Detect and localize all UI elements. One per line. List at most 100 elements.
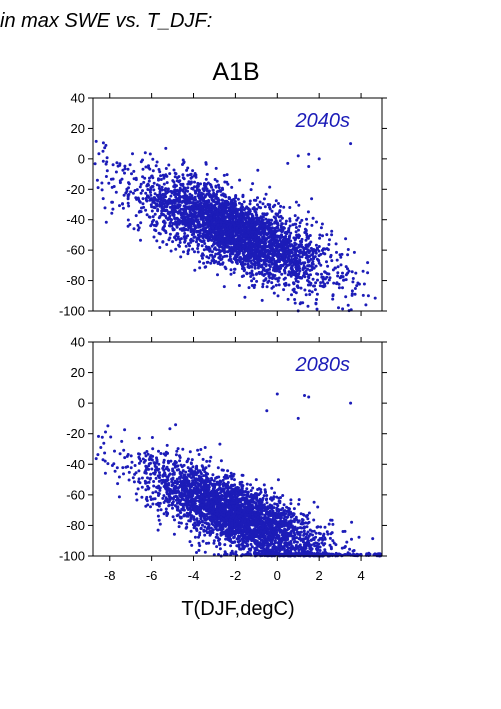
scatter-point [314,281,318,285]
scatter-point [330,229,334,233]
scatter-point [159,193,163,197]
scatter-point [163,221,167,225]
scatter-point [155,160,159,164]
scatter-point [276,294,280,298]
scatter-point [242,229,246,232]
scatter-point [174,247,178,251]
scatter-point [314,243,318,247]
scatter-point [249,259,253,263]
scatter-point [344,237,348,241]
scatter-point [242,262,246,266]
scatter-point [240,261,243,265]
scatter-point [211,188,215,192]
scatter-point [194,226,198,229]
scatter-point [276,239,280,243]
scatter-point [304,251,308,254]
scatter-point [235,259,239,263]
scatter-point [173,188,177,192]
scatter-point [235,213,239,217]
scatter-point [139,221,143,225]
scatter-point [142,205,146,209]
scatter-point [190,175,194,179]
scatter-point [152,235,156,239]
scatter-point [168,172,172,176]
scatter-point [258,200,262,204]
scatter-point [204,177,208,181]
scatter-point [319,226,323,230]
scatter-point [215,213,219,216]
scatter-point [174,453,178,457]
scatter-point [345,540,349,544]
scatter-point [265,237,269,241]
scatter-point [316,278,319,282]
scatter-point [326,281,330,285]
scatter-point [336,274,340,278]
scatter-point [222,285,226,289]
scatter-point [321,278,325,281]
scatter-point [175,232,179,236]
scatter-point [229,223,232,227]
scatter-point [235,222,239,225]
scatter-point [222,207,226,211]
scatter-point [201,539,205,543]
scatter-point [349,142,353,146]
scatter-point [223,232,227,236]
scatter-point [212,229,216,233]
scatter-point [254,255,258,259]
scatter-point [306,275,310,279]
scatter-point [216,197,220,200]
scatter-point [311,265,314,269]
scatter-point [198,212,201,216]
scatter-point [240,207,243,211]
scatter-point [206,220,210,224]
scatter-point [351,277,355,280]
scatter-point [188,211,192,214]
scatter-point [122,472,125,476]
scatter-point [288,219,292,223]
scatter-point [194,216,197,220]
scatter-point [240,485,244,489]
scatter-points [93,139,377,313]
scatter-point [243,295,247,299]
scatter-point [246,212,250,216]
scatter-point [268,185,272,189]
scatter-point [160,188,164,192]
scatter-point [101,149,105,153]
scatter-point [337,306,340,310]
scatter-point [197,453,201,456]
scatter-point [248,199,252,203]
scatter-point [277,267,281,271]
scatter-point [340,252,344,256]
scatter-point [181,158,185,162]
scatter-point [137,199,141,203]
scatter-point [199,234,203,238]
scatter-point [164,146,168,150]
scatter-point [193,268,197,272]
scatter-point [172,532,176,536]
scatter-point [321,280,325,284]
scatter-point [239,235,243,239]
scatter-point [148,198,152,202]
scatter-point [184,244,188,248]
scatter-point [282,254,286,258]
scatter-point [185,217,189,221]
scatter-point [167,461,170,465]
scatter-point [215,179,219,183]
scatter-point [182,250,185,254]
scatter-point [270,486,274,490]
y-tick-label: 20 [71,121,85,136]
scatter-point [178,241,182,244]
scatter-point [317,157,321,161]
scatter-point [227,208,231,212]
scatter-point [182,177,186,181]
scatter-point [258,253,262,257]
scatter-point [229,200,233,204]
scatter-point [150,222,154,226]
scatter-point [167,197,171,201]
scatter-point [361,293,365,297]
scatter-point [315,307,319,311]
scatter-point [296,216,300,220]
scatter-point [146,194,149,198]
scatter-point [136,223,140,227]
scatter-point [313,288,317,292]
